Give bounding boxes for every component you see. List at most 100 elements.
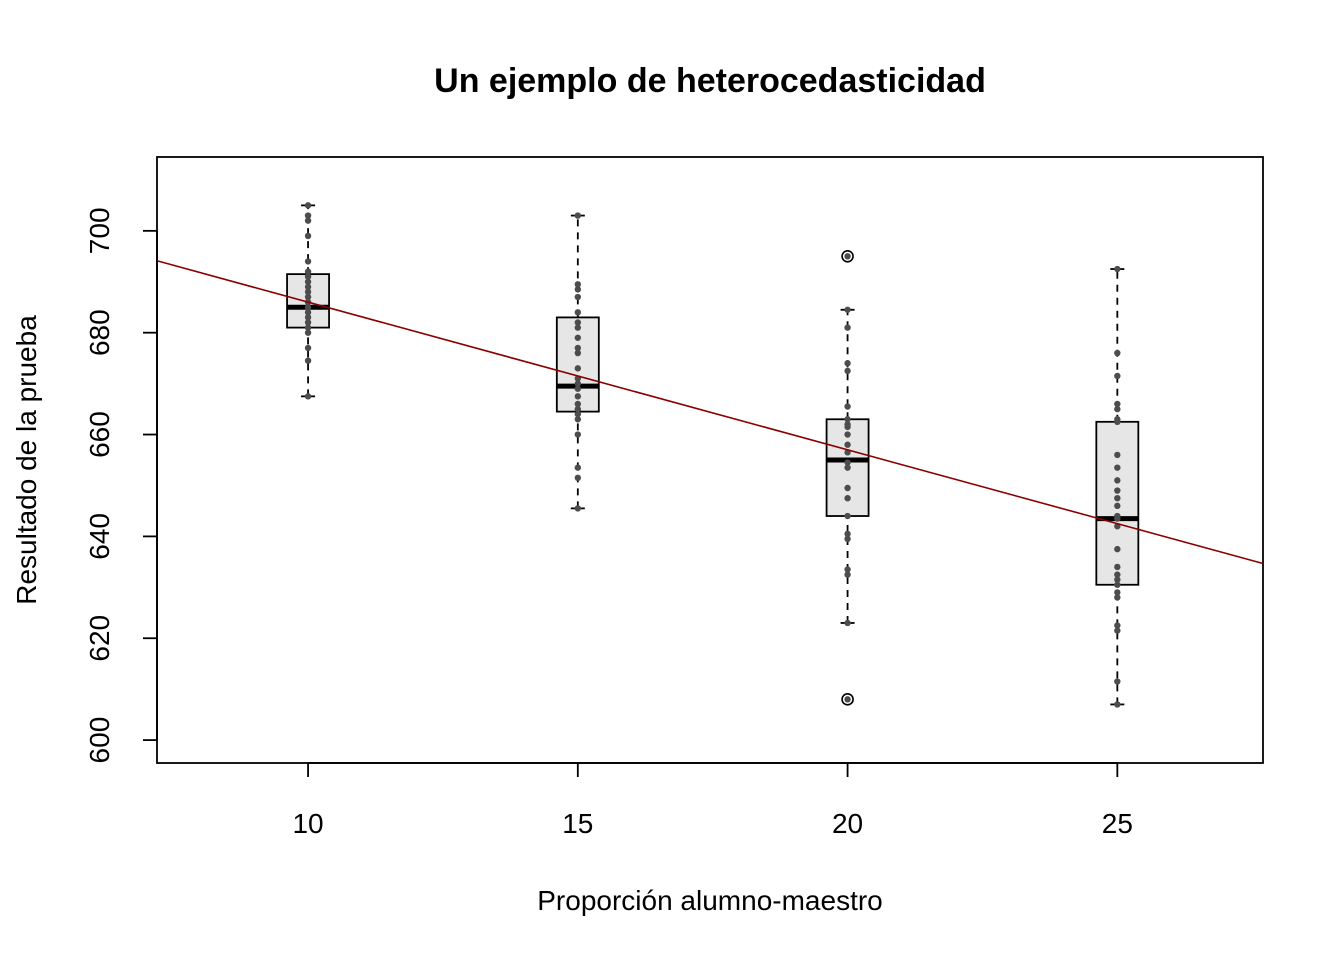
data-point (844, 367, 851, 375)
data-point (574, 309, 582, 316)
data-point (574, 505, 582, 512)
data-point (1114, 487, 1121, 494)
y-tick-label-700: 700 (84, 207, 115, 254)
data-point (304, 258, 312, 265)
data-point (1114, 701, 1121, 708)
points-layer (304, 202, 1121, 708)
data-point (304, 283, 312, 291)
x-tick-label-15: 15 (562, 808, 593, 839)
data-point (304, 202, 312, 209)
data-point (844, 441, 851, 448)
data-point (1114, 589, 1121, 596)
data-point (1114, 627, 1121, 634)
x-tick-label-25: 25 (1102, 808, 1133, 839)
data-point (1114, 576, 1121, 583)
data-point (574, 416, 582, 423)
data-point (1114, 581, 1121, 588)
y-tick-label-620: 620 (84, 615, 115, 662)
data-point (304, 304, 312, 311)
data-point (844, 696, 851, 703)
data-point (1114, 372, 1121, 380)
data-point (304, 212, 312, 219)
data-point (304, 293, 312, 301)
data-point (304, 329, 312, 336)
y-tick-label-660: 660 (84, 411, 115, 458)
data-point (574, 344, 582, 352)
data-point (844, 530, 851, 538)
regression-line (156, 260, 1264, 565)
data-point (304, 273, 312, 280)
outlier-marker (841, 250, 854, 263)
data-point (1114, 451, 1121, 459)
data-point (1114, 477, 1121, 484)
data-point (844, 306, 851, 313)
regression-layer (156, 260, 1264, 565)
data-point (574, 393, 582, 400)
data-point (304, 232, 312, 240)
data-point (574, 400, 582, 408)
data-point (1114, 349, 1121, 357)
y-tick-label-600: 600 (84, 717, 115, 764)
data-point (844, 324, 851, 331)
data-point (844, 253, 851, 260)
data-point (574, 286, 582, 293)
data-point (844, 431, 851, 438)
data-point (844, 360, 851, 367)
data-point (844, 535, 851, 543)
data-point (304, 288, 312, 296)
data-point (304, 324, 312, 331)
data-point (844, 464, 851, 471)
data-point (1114, 464, 1121, 471)
data-point (1114, 571, 1121, 578)
outlier-marker (841, 693, 854, 706)
x-axis: 10 15 20 25 (292, 762, 1133, 839)
data-point (574, 349, 582, 357)
data-point (574, 334, 582, 341)
data-point (574, 281, 582, 288)
data-point (1114, 400, 1121, 408)
data-point (574, 324, 582, 331)
box-20 (825, 250, 870, 706)
data-point (304, 314, 312, 321)
data-point (1114, 416, 1121, 423)
data-point (304, 344, 312, 352)
y-axis: 600 620 640 660 680 700 (84, 207, 158, 764)
data-point (844, 459, 851, 466)
data-point (1114, 545, 1121, 553)
data-point (574, 380, 582, 387)
data-point (844, 512, 851, 520)
data-point (304, 278, 312, 285)
data-point (1114, 678, 1121, 685)
data-point (1114, 405, 1121, 413)
data-point (574, 405, 582, 413)
y-tick-label-680: 680 (84, 309, 115, 356)
x-tick-label-10: 10 (292, 808, 323, 839)
box-25 (1095, 268, 1140, 706)
chart-title: Un ejemplo de heterocedasticidad (434, 62, 986, 100)
data-point (574, 385, 582, 392)
y-tick-label-640: 640 (84, 513, 115, 560)
data-point (304, 319, 312, 326)
data-point (844, 484, 851, 492)
data-point (1114, 594, 1121, 601)
data-point (844, 571, 851, 578)
data-point (574, 431, 582, 438)
data-point (574, 319, 582, 326)
x-axis-label: Proporción alumno-maestro (537, 885, 883, 916)
data-point (1114, 563, 1121, 571)
data-point (1114, 265, 1121, 273)
data-point (844, 619, 851, 627)
data-point (574, 212, 582, 219)
data-point (574, 293, 582, 301)
data-point (304, 393, 312, 400)
data-point (1114, 622, 1121, 629)
data-point (844, 421, 851, 428)
data-point (844, 403, 851, 410)
data-point (304, 309, 312, 316)
data-point (574, 410, 582, 418)
boxes-layer (286, 204, 1140, 706)
data-point (304, 217, 312, 224)
data-point (1114, 512, 1121, 520)
data-point (574, 365, 582, 372)
